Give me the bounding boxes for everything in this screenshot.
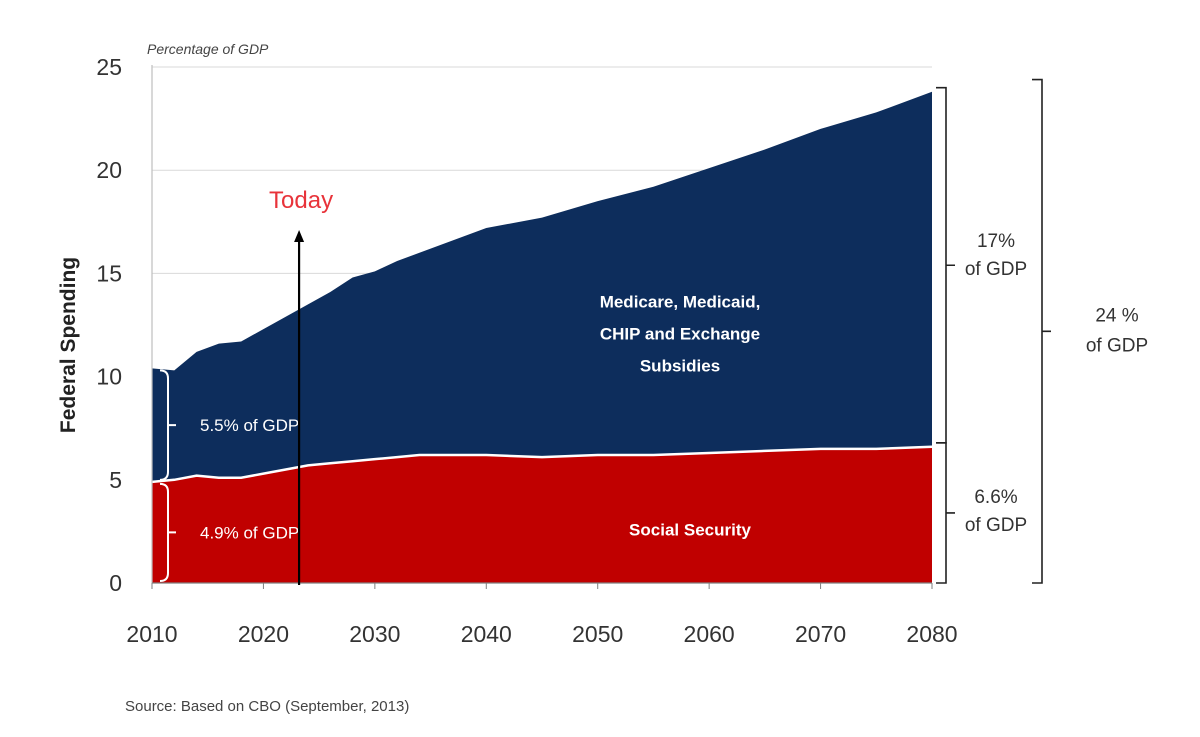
x-tick-label-2050: 2050 (572, 621, 623, 647)
x-tick-label-2020: 2020 (238, 621, 289, 647)
area-social-security (152, 446, 932, 583)
today-arrow-head (294, 230, 305, 243)
area-label-social-security: Social Security (629, 520, 751, 539)
x-tick-label-2060: 2060 (684, 621, 735, 647)
area-health-spending (152, 91, 932, 482)
total-bracket-label-line-1: 24 % (1095, 305, 1138, 326)
right-bracket-label-1-line-1: 17% (977, 231, 1015, 252)
inner-bracket-2 (159, 482, 176, 582)
y-tick-label-25: 25 (96, 54, 122, 80)
area-label-health-line-2: CHIP and Exchange (600, 324, 760, 343)
right-bracket-label-2-line-2: of GDP (965, 515, 1027, 536)
right-bracket-label-2-line-1: 6.6% (974, 487, 1017, 508)
area-label-health-line-1: Medicare, Medicaid, (600, 292, 761, 311)
total-bracket-label-line-2: of GDP (1086, 335, 1148, 356)
inner-bracket-label-2: 4.9% of GDP (200, 523, 299, 542)
unit-label: Percentage of GDP (147, 41, 269, 57)
right-bracket-label-1-line-2: of GDP (965, 259, 1027, 280)
y-tick-label-20: 20 (96, 157, 122, 183)
today-label: Today (269, 187, 333, 214)
x-tick-label-2030: 2030 (349, 621, 400, 647)
x-tick-label-2070: 2070 (795, 621, 846, 647)
axes: 0 5 10 15 20 25 2010 2020 2030 2040 2050 2060 2070 20… (96, 54, 957, 647)
y-tick-label-0: 0 (109, 570, 122, 596)
right-bracket-1 (936, 86, 955, 444)
total-bracket (1032, 78, 1051, 584)
y-axis-title: Federal Spending (57, 257, 80, 433)
series-boundary-line (151, 445, 933, 484)
y-tick-label-5: 5 (109, 467, 122, 493)
y-tick-label-10: 10 (96, 364, 122, 390)
inner-bracket-1 (159, 369, 176, 481)
x-tick-label-2040: 2040 (461, 621, 512, 647)
inner-bracket-label-1: 5.5% of GDP (200, 416, 299, 435)
source-note: Source: Based on CBO (September, 2013) (125, 698, 409, 715)
x-tick-label-2010: 2010 (126, 621, 177, 647)
right-bracket-2 (936, 441, 955, 584)
y-tick-label-15: 15 (96, 260, 122, 286)
annotations: Medicare, Medicaid, CHIP and Exchange Subs… (159, 78, 1148, 585)
x-tick-label-2080: 2080 (906, 621, 957, 647)
area-label-health-line-3: Subsidies (640, 356, 720, 375)
stacked-areas (151, 91, 933, 583)
